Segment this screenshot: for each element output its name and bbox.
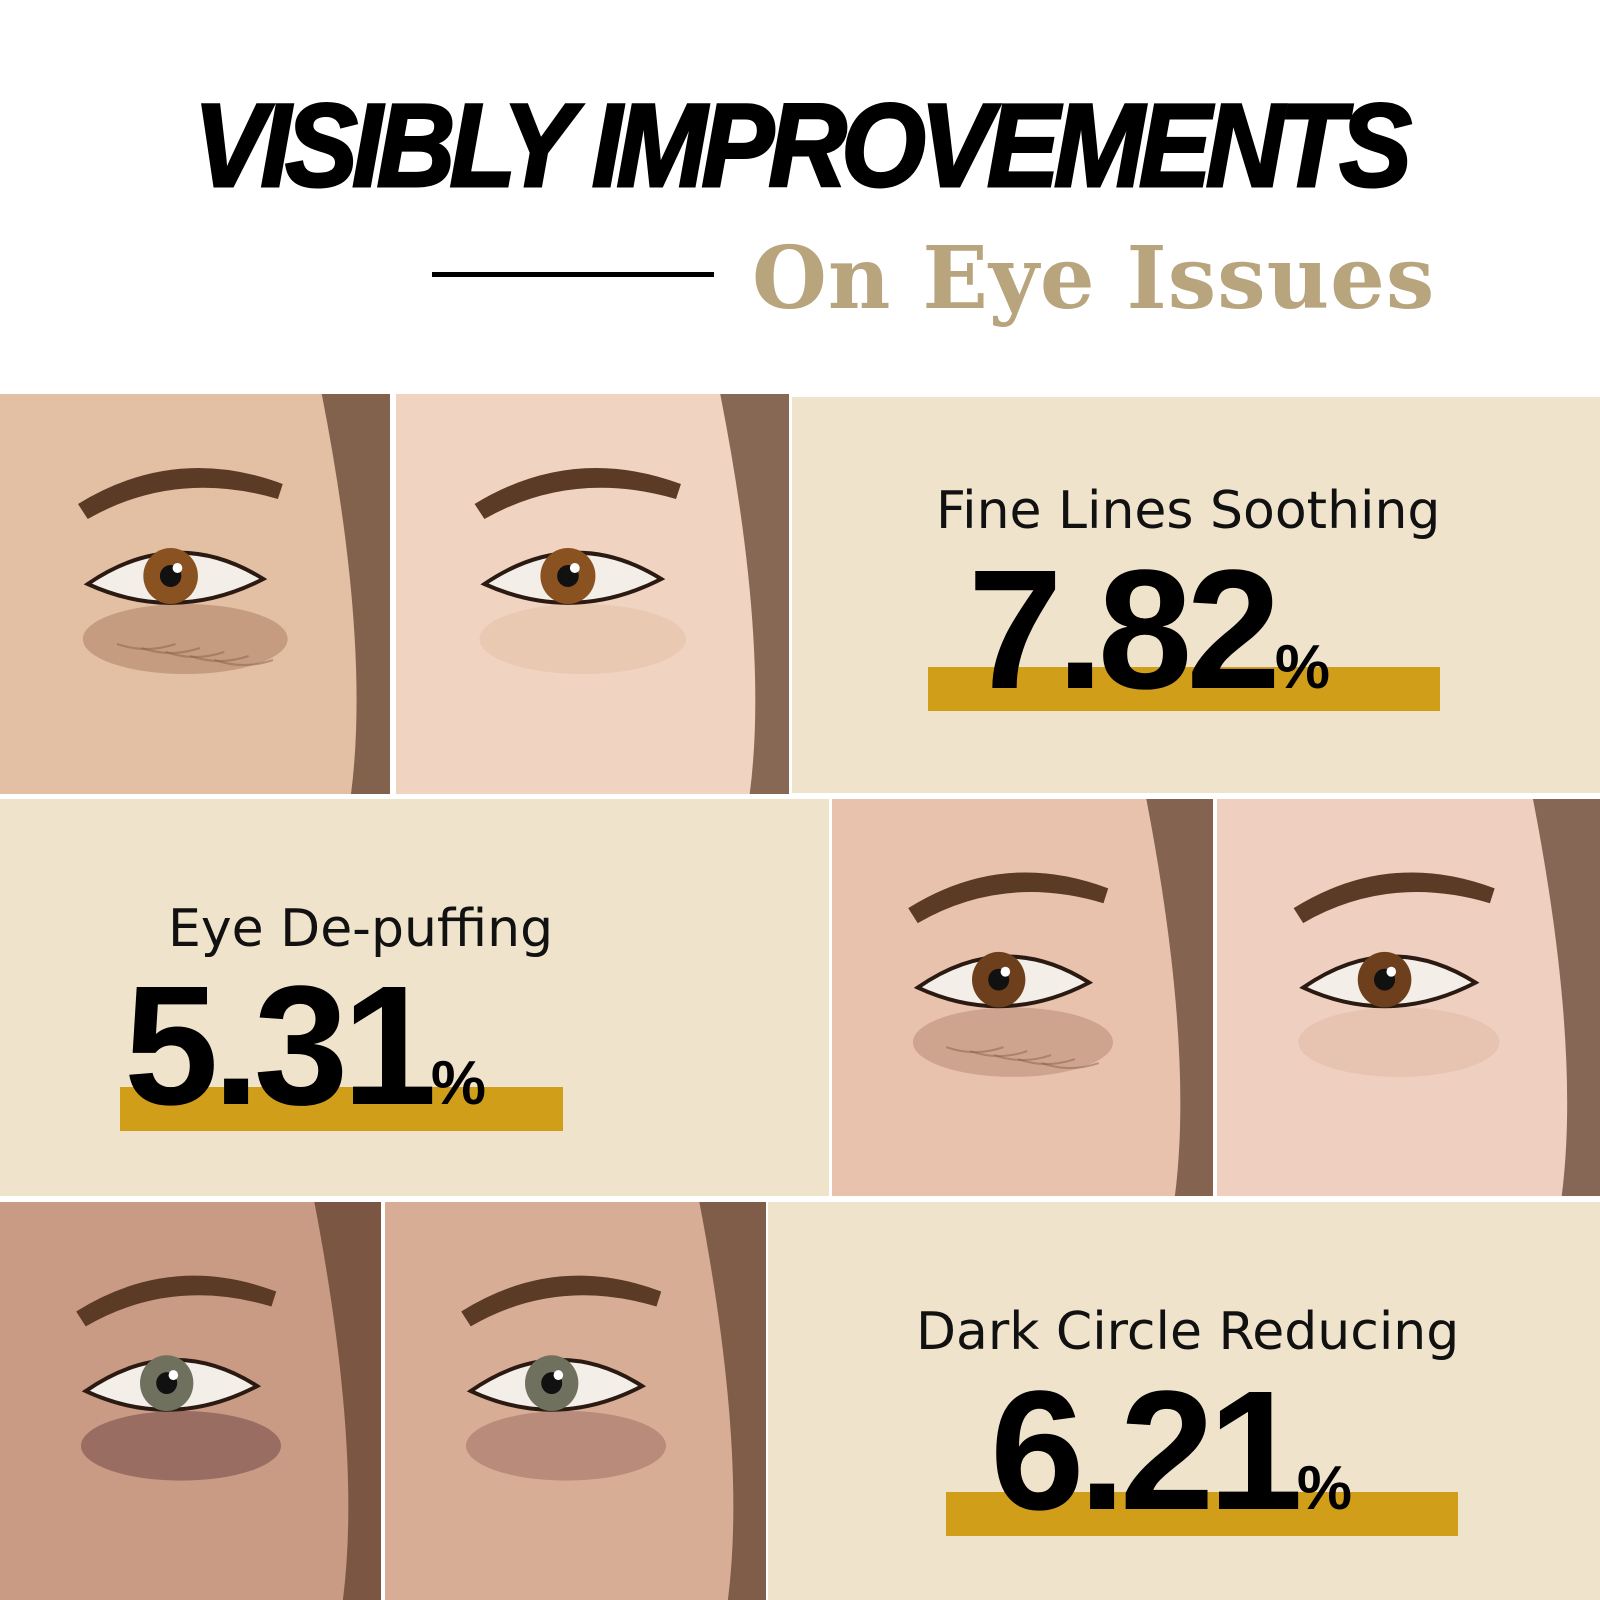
highlight-bar xyxy=(946,1492,1458,1536)
divider-line xyxy=(432,272,714,277)
stat-number: 7.82 xyxy=(968,535,1281,725)
stat-panel-de-puffing: Eye De-puffing 5.31% xyxy=(0,799,829,1196)
stat-panel-dark-circles: Dark Circle Reducing 6.21% xyxy=(768,1202,1600,1600)
after-photo-dark-circles xyxy=(385,1202,766,1600)
stat-value: 7.82% xyxy=(968,545,1330,715)
stat-panel-fine-lines: Fine Lines Soothing 7.82% xyxy=(792,397,1600,793)
stat-value: 6.21% xyxy=(990,1366,1352,1536)
highlight-bar xyxy=(120,1087,563,1131)
before-photo-fine-lines xyxy=(0,394,390,794)
stat-label: Dark Circle Reducing xyxy=(916,1302,1460,1362)
stat-label: Fine Lines Soothing xyxy=(936,481,1441,541)
stat-number: 6.21 xyxy=(990,1356,1303,1546)
highlight-bar xyxy=(928,667,1440,711)
before-photo-de-puffing xyxy=(832,799,1213,1196)
stat-unit: % xyxy=(1296,1454,1353,1523)
stat-number: 5.31 xyxy=(124,951,437,1141)
stat-unit: % xyxy=(1274,633,1331,702)
stat-unit: % xyxy=(430,1049,487,1118)
after-photo-de-puffing xyxy=(1217,799,1600,1196)
headline: VISIBLY IMPROVEMENTS xyxy=(192,79,1413,214)
stat-label: Eye De-puffing xyxy=(168,899,554,959)
before-photo-dark-circles xyxy=(0,1202,381,1600)
after-photo-fine-lines xyxy=(396,394,789,794)
subheadline: On Eye Issues xyxy=(752,228,1436,329)
stat-value: 5.31% xyxy=(124,961,486,1131)
